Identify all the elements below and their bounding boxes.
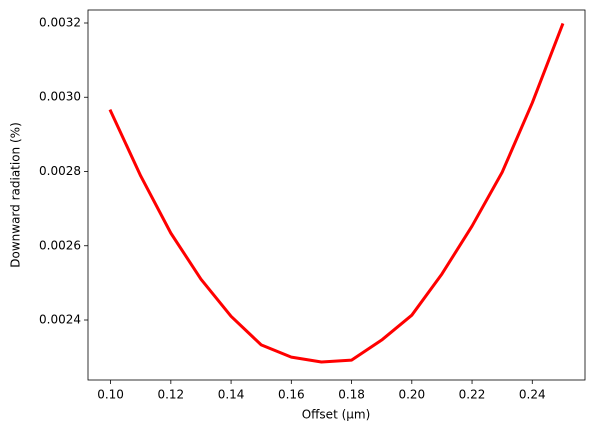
- y-tick-label: 0.0026: [39, 238, 81, 252]
- y-tick-label: 0.0024: [39, 313, 81, 327]
- y-axis-label: Downward radiation (%): [9, 122, 23, 267]
- x-tick-label: 0.16: [278, 388, 305, 402]
- line: [108, 22, 565, 364]
- x-axis-label: Offset (μm): [302, 408, 371, 422]
- y-tick-label: 0.0030: [39, 90, 81, 104]
- plot-frame: [87, 9, 586, 381]
- x-tick-label: 0.18: [338, 388, 365, 402]
- x-tick-label: 0.12: [157, 388, 184, 402]
- x-tick-label: 0.14: [218, 388, 245, 402]
- x-tick-label: 0.22: [459, 388, 486, 402]
- x-tick-label: 0.10: [97, 388, 124, 402]
- x-tick-label: 0.24: [519, 388, 546, 402]
- y-tick-label: 0.0032: [39, 15, 81, 29]
- y-tick-label: 0.0028: [39, 164, 81, 178]
- x-tick-label: 0.20: [398, 388, 425, 402]
